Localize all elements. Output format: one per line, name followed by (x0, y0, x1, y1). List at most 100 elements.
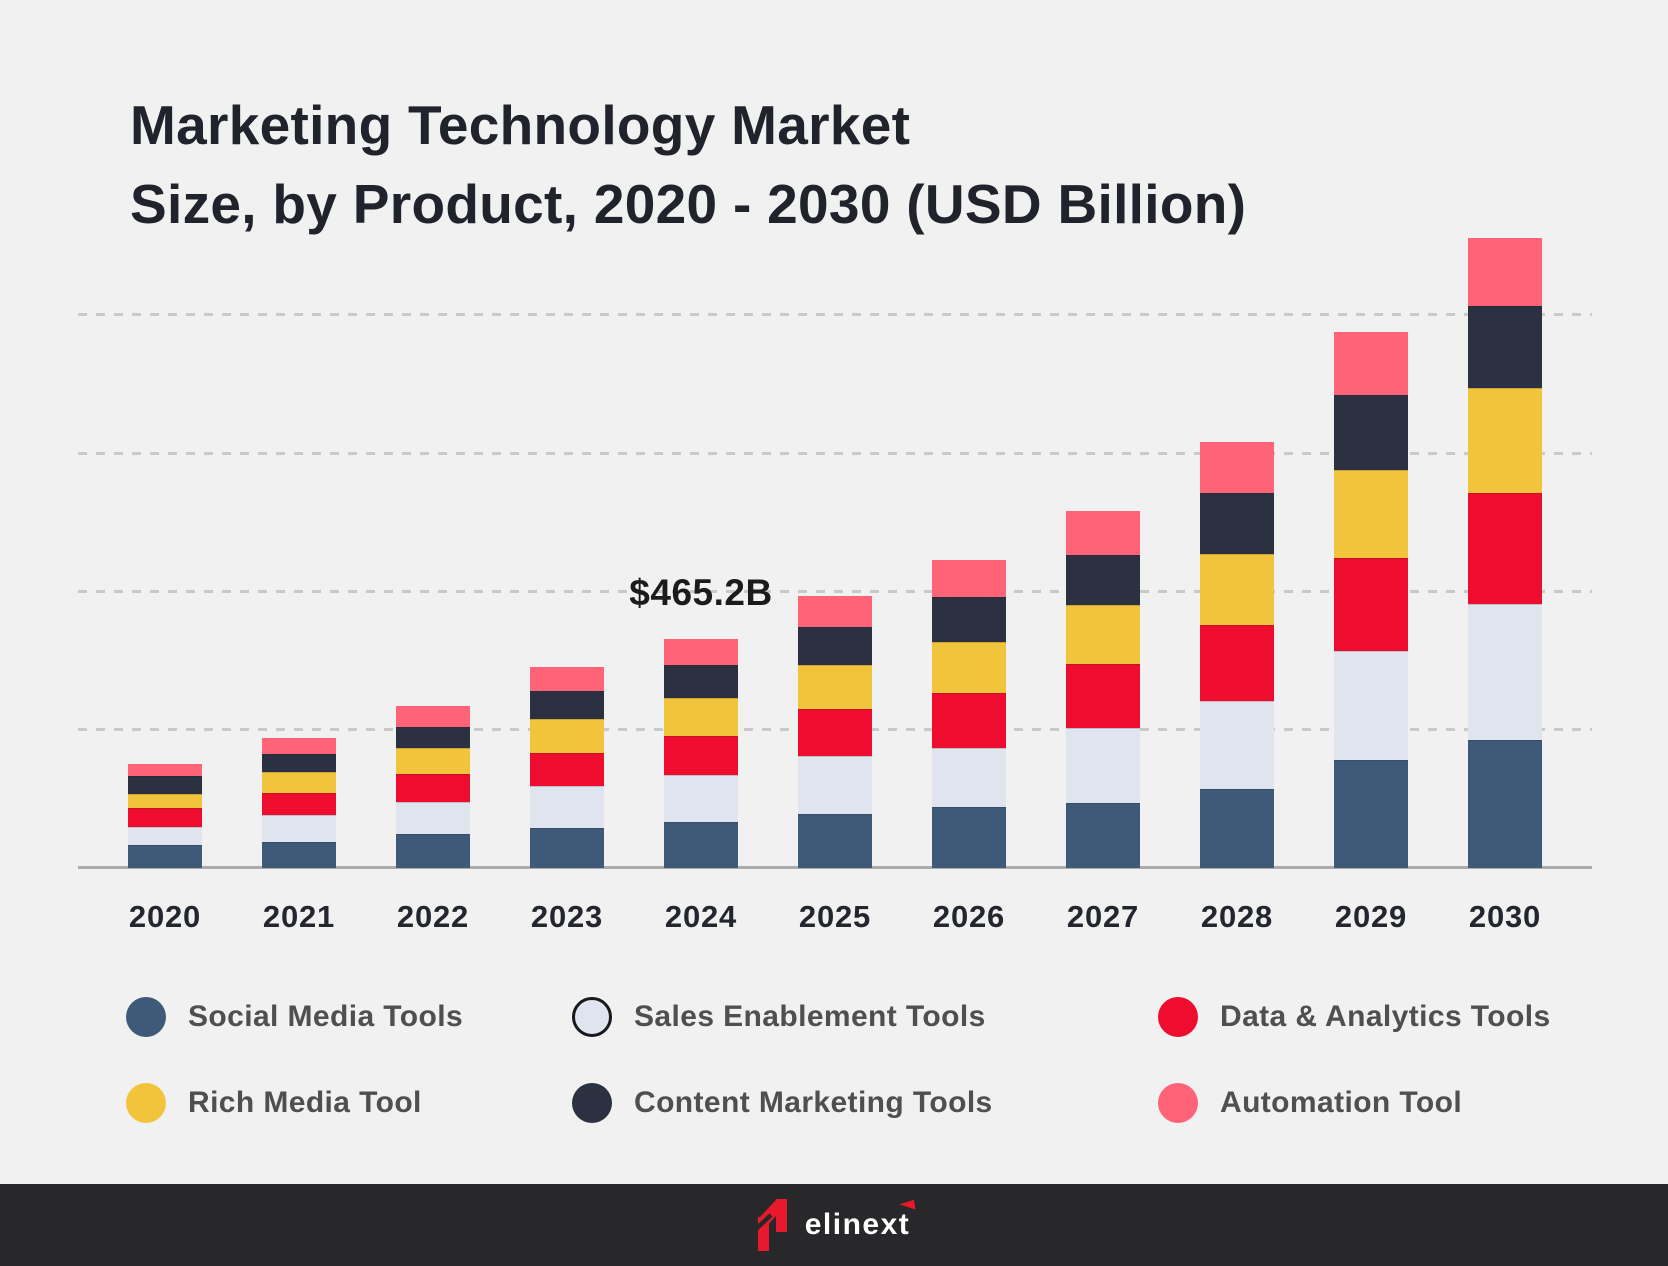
bar-segment-rich-media-tool (1468, 388, 1542, 493)
legend-item-content-marketing-tools: Content Marketing Tools (572, 1083, 993, 1123)
bar-segment-automation-tool (1334, 332, 1408, 396)
bar-segment-social-media-tools (798, 813, 872, 868)
bar-segment-automation-tool (932, 559, 1006, 597)
bar-segment-data-analytics-tools (798, 709, 872, 756)
x-axis-label-2024: 2024 (664, 899, 738, 934)
legend-swatch-rich-media-tool (126, 1083, 166, 1123)
bar-segment-content-marketing-tools (1200, 493, 1274, 555)
bar-segment-rich-media-tool (932, 641, 1006, 693)
bar-segment-automation-tool (798, 596, 872, 628)
bar-segment-content-marketing-tools (1066, 554, 1140, 606)
chart-title-line1: Marketing Technology Market (130, 94, 911, 156)
bar-segment-content-marketing-tools (798, 627, 872, 666)
bar-segment-rich-media-tool (262, 771, 336, 793)
bar-segment-automation-tool (530, 667, 604, 692)
legend-item-sales-enablement-tools: Sales Enablement Tools (572, 997, 986, 1037)
bar-segment-data-analytics-tools (664, 736, 738, 775)
bar-segment-automation-tool (664, 639, 738, 666)
bar-segment-rich-media-tool (1334, 470, 1408, 559)
bar-segment-data-analytics-tools (1066, 664, 1140, 729)
x-axis-label-2030: 2030 (1468, 899, 1542, 934)
bar-segment-content-marketing-tools (396, 726, 470, 748)
bar-2026 (932, 559, 1006, 868)
x-axis-label-2020: 2020 (128, 899, 202, 934)
bar-2030 (1468, 237, 1542, 868)
bar-segment-rich-media-tool (798, 665, 872, 710)
elinext-logo: elinext (757, 1199, 911, 1251)
value-annotation: $465.2B (629, 572, 773, 613)
bar-segment-sales-enablement-tools (1468, 604, 1542, 741)
bar-segment-automation-tool (1200, 442, 1274, 494)
x-axis-label-2028: 2028 (1200, 899, 1274, 934)
bar-segment-content-marketing-tools (1468, 305, 1542, 389)
bar-segment-social-media-tools (1200, 789, 1274, 868)
bar-segment-automation-tool (1066, 511, 1140, 555)
x-axis-label-2027: 2027 (1066, 899, 1140, 934)
chart-title-line2: Size, by Product, 2020 - 2030 (USD Billi… (130, 173, 1247, 235)
bar-segment-social-media-tools (664, 822, 738, 868)
bar-segment-automation-tool (262, 738, 336, 755)
bar-segment-content-marketing-tools (262, 754, 336, 772)
bar-segment-sales-enablement-tools (664, 774, 738, 823)
bar-segment-rich-media-tool (530, 719, 604, 754)
bar-segment-social-media-tools (396, 834, 470, 868)
legend-label: Data & Analytics Tools (1220, 1000, 1551, 1033)
legend-swatch-social-media-tools (126, 997, 166, 1037)
gridline (78, 590, 1592, 593)
bar-segment-data-analytics-tools (262, 792, 336, 815)
bar-2022 (396, 705, 470, 868)
bar-segment-automation-tool (396, 705, 470, 727)
legend-label: Social Media Tools (188, 1000, 464, 1033)
legend-swatch-content-marketing-tools (572, 1083, 612, 1123)
bar-segment-rich-media-tool (1066, 605, 1140, 665)
legend-swatch-data-analytics-tools (1158, 997, 1198, 1037)
bar-2028 (1200, 442, 1274, 868)
bar-segment-rich-media-tool (664, 698, 738, 737)
bar-segment-data-analytics-tools (128, 808, 202, 827)
x-axis-label-2021: 2021 (262, 899, 336, 934)
legend-label: Rich Media Tool (188, 1086, 422, 1119)
legend-item-automation-tool: Automation Tool (1158, 1083, 1462, 1123)
bar-segment-social-media-tools (1468, 740, 1542, 868)
gridline (78, 452, 1592, 455)
legend-item-rich-media-tool: Rich Media Tool (126, 1083, 422, 1123)
elinext-logo-mark-icon (757, 1199, 787, 1251)
bar-segment-sales-enablement-tools (530, 786, 604, 829)
bar-segment-sales-enablement-tools (1334, 651, 1408, 761)
bar-segment-rich-media-tool (128, 793, 202, 809)
bar-segment-sales-enablement-tools (396, 802, 470, 835)
bar-segment-data-analytics-tools (1334, 558, 1408, 652)
bar-segment-sales-enablement-tools (128, 826, 202, 845)
bar-segment-sales-enablement-tools (262, 814, 336, 842)
bar-segment-sales-enablement-tools (798, 755, 872, 814)
x-axis-label-2023: 2023 (530, 899, 604, 934)
x-axis-label-2029: 2029 (1334, 899, 1408, 934)
bar-segment-data-analytics-tools (530, 753, 604, 787)
bar-segment-content-marketing-tools (664, 665, 738, 699)
bar-segment-data-analytics-tools (1200, 625, 1274, 702)
bar-2025 (798, 596, 872, 868)
bar-segment-content-marketing-tools (530, 691, 604, 720)
bar-segment-social-media-tools (932, 806, 1006, 868)
bar-segment-rich-media-tool (396, 747, 470, 775)
bar-segment-sales-enablement-tools (1200, 701, 1274, 790)
bar-2020 (128, 763, 202, 868)
bar-segment-sales-enablement-tools (1066, 728, 1140, 804)
bar-segment-data-analytics-tools (932, 692, 1006, 748)
bar-segment-content-marketing-tools (1334, 395, 1408, 471)
x-axis-label-2022: 2022 (396, 899, 470, 934)
bar-segment-social-media-tools (262, 841, 336, 868)
gridline (78, 313, 1592, 316)
bar-2024 (664, 639, 738, 868)
bar-segment-rich-media-tool (1200, 554, 1274, 626)
legend-label: Content Marketing Tools (634, 1086, 993, 1119)
bar-2023 (530, 667, 604, 868)
bar-segment-content-marketing-tools (932, 596, 1006, 642)
bar-2021 (262, 738, 336, 868)
legend-item-social-media-tools: Social Media Tools (126, 997, 463, 1037)
bar-segment-automation-tool (128, 763, 202, 777)
legend-label: Sales Enablement Tools (634, 1000, 986, 1033)
bar-segment-social-media-tools (1066, 803, 1140, 868)
elinext-wordmark: elinext (805, 1210, 911, 1240)
